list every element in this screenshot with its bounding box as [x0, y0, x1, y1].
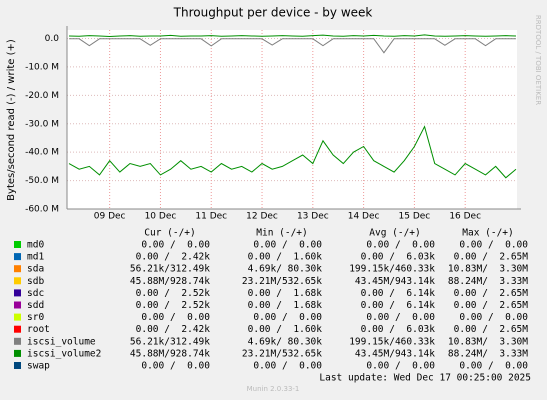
last-update: Last update: Wed Dec 17 00:25:00 2025: [319, 373, 531, 384]
legend-cur: 56.21k/312.49k: [130, 336, 210, 347]
x-tick-label: 10 Dec: [145, 212, 177, 222]
y-tick-label: -20.0 M: [25, 91, 59, 101]
legend-swatch: [14, 277, 21, 285]
legend-min: 23.21M/532.65k: [242, 348, 322, 359]
legend-max: 0.00 / 0.00: [459, 240, 528, 251]
legend-avg: 0.00 / 0.00: [366, 240, 435, 251]
legend-name: md0: [27, 240, 44, 251]
legend-name: sr0: [27, 312, 44, 323]
legend-header: Min (-/+): [256, 228, 307, 239]
y-tick-label: -50.0 M: [25, 176, 59, 186]
legend-swatch: [14, 301, 21, 309]
legend-max: 0.00 / 2.65M: [454, 300, 529, 311]
legend-cur: 0.00 / 2.42k: [136, 252, 211, 263]
legend-avg: 43.45M/943.14k: [355, 276, 435, 287]
legend-avg: 0.00 / 0.00: [366, 312, 435, 323]
legend-swatch: [14, 265, 21, 273]
legend-min: 4.69k/ 80.30k: [248, 264, 323, 275]
legend-avg: 0.00 / 0.00: [366, 361, 435, 372]
legend-name: md1: [27, 252, 44, 263]
legend-max: 0.00 / 2.65M: [454, 324, 529, 335]
y-tick-label: 0.0: [45, 34, 60, 44]
legend-cur: 0.00 / 0.00: [141, 312, 210, 323]
legend-avg: 199.15k/460.33k: [349, 264, 435, 275]
version: Munin 2.0.33-1: [247, 385, 300, 393]
legend-header: Avg (-/+): [369, 228, 420, 239]
x-tick-label: 16 Dec: [449, 212, 481, 222]
legend-cur: 45.88M/928.74k: [130, 348, 210, 359]
legend-swatch: [14, 349, 21, 357]
legend-avg: 0.00 / 6.14k: [361, 288, 436, 299]
legend-max: 0.00 / 2.65M: [454, 252, 529, 263]
y-tick-label: -10.0 M: [25, 62, 59, 72]
side-label: RRDTOOL / TOBI OETIKER: [534, 15, 542, 105]
legend-max: 10.83M/ 3.30M: [448, 336, 528, 347]
y-axis-label: Bytes/second read (-) / write (+): [6, 39, 17, 201]
legend-swatch: [14, 241, 21, 248]
y-tick-label: -60.0 M: [25, 205, 59, 215]
legend-avg: 0.00 / 6.14k: [361, 300, 436, 311]
legend-name: sdd: [27, 300, 44, 311]
x-tick-label: 15 Dec: [399, 212, 431, 222]
x-tick-label: 13 Dec: [297, 212, 329, 222]
x-tick-label: 14 Dec: [348, 212, 380, 222]
legend-swatch: [14, 289, 21, 297]
legend-avg: 0.00 / 6.03k: [361, 252, 436, 263]
legend-min: 4.69k/ 80.30k: [248, 336, 323, 347]
legend-name: iscsi_volume: [27, 336, 96, 347]
legend-min: 23.21M/532.65k: [242, 276, 322, 287]
legend-name: sdb: [27, 276, 44, 287]
legend-cur: 56.21k/312.49k: [130, 264, 210, 275]
plot-area: [67, 30, 517, 209]
legend-cur: 0.00 / 0.00: [141, 240, 210, 251]
legend-min: 0.00 / 1.68k: [248, 300, 323, 311]
y-tick-label: -30.0 M: [25, 119, 59, 129]
legend-cur: 0.00 / 2.42k: [136, 324, 211, 335]
data-line: [68, 125, 517, 179]
legend-name: sdc: [27, 288, 44, 299]
legend-max: 88.24M/ 3.33M: [448, 276, 528, 287]
legend-min: 0.00 / 0.00: [253, 312, 322, 323]
legend-min: 0.00 / 1.60k: [248, 252, 323, 263]
legend-swatch: [14, 325, 21, 333]
legend-avg: 199.15k/460.33k: [349, 336, 435, 347]
legend-max: 88.24M/ 3.33M: [448, 348, 528, 359]
legend-name: iscsi_volume2: [27, 348, 101, 359]
y-tick-label: -40.0 M: [25, 148, 59, 158]
legend-name: sda: [27, 264, 44, 275]
legend-max: 10.83M/ 3.30M: [448, 264, 528, 275]
data-line: [69, 38, 516, 54]
data-line: [69, 34, 516, 38]
legend-cur: 45.88M/928.74k: [130, 276, 210, 287]
legend-cur: 0.00 / 2.52k: [136, 288, 211, 299]
legend-min: 0.00 / 1.68k: [248, 288, 323, 299]
legend-header: Max (-/+): [462, 228, 513, 239]
legend-swatch: [14, 337, 21, 345]
legend-header: Cur (-/+): [144, 228, 195, 239]
legend-cur: 0.00 / 2.52k: [136, 300, 211, 311]
legend-cur: 0.00 / 0.00: [141, 361, 210, 372]
x-tick-label: 09 Dec: [94, 212, 126, 222]
legend-min: 0.00 / 0.00: [253, 361, 322, 372]
legend-avg: 43.45M/943.14k: [355, 348, 435, 359]
legend-min: 0.00 / 1.60k: [248, 324, 323, 335]
x-tick-label: 12 Dec: [246, 212, 278, 222]
chart-title: Throughput per device - by week: [173, 6, 373, 20]
legend-max: 0.00 / 2.65M: [454, 288, 529, 299]
legend-swatch: [14, 313, 21, 321]
x-tick-label: 11 Dec: [195, 212, 227, 222]
legend-swatch: [14, 362, 21, 369]
legend-min: 0.00 / 0.00: [253, 240, 322, 251]
legend-name: root: [27, 324, 50, 335]
legend-swatch: [14, 253, 21, 261]
legend-max: 0.00 / 0.00: [459, 312, 528, 323]
legend-avg: 0.00 / 6.03k: [361, 324, 436, 335]
legend-name: swap: [27, 361, 50, 372]
legend-max: 0.00 / 0.00: [459, 361, 528, 372]
